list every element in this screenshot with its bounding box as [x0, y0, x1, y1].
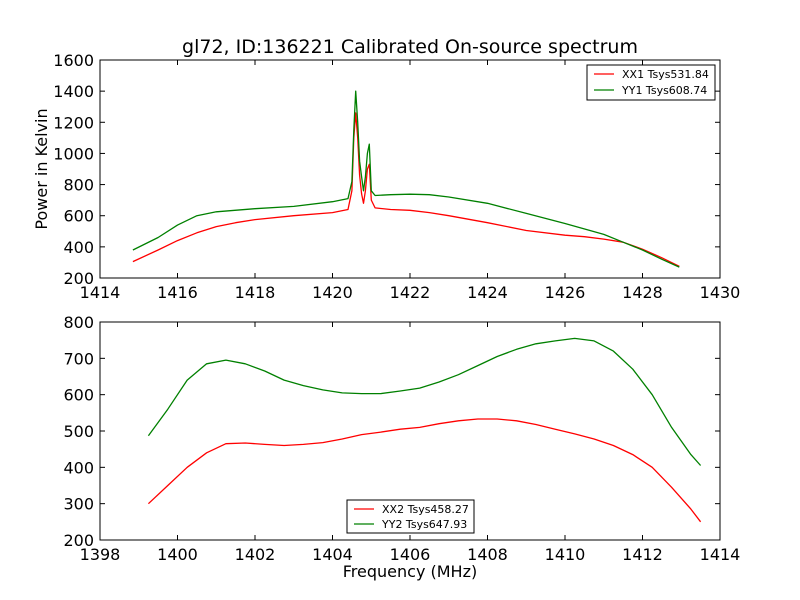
- bottom-legend: XX2 Tsys458.27 YY2 Tsys647.93: [346, 499, 475, 534]
- top-y-tick-label: 1600: [53, 51, 94, 70]
- bottom-y-tick-label: 300: [63, 495, 94, 514]
- top-x-tick-label: 1430: [700, 283, 741, 302]
- top-y-tick-label: 600: [63, 207, 94, 226]
- bottom-x-tick-label: 1404: [312, 545, 353, 564]
- bottom-y-tick-label: 800: [63, 313, 94, 332]
- top-x-tick-label: 1414: [80, 283, 121, 302]
- bottom-y-tick-label: 400: [63, 458, 94, 477]
- bottom-y-tick-label: 700: [63, 349, 94, 368]
- bottom-x-tick-label: 1414: [700, 545, 741, 564]
- bottom-x-tick-label: 1400: [157, 545, 198, 564]
- top-y-tick-label: 200: [63, 269, 94, 288]
- top-y-tick-label: 1000: [53, 144, 94, 163]
- x-axis-label: Frequency (MHz): [343, 562, 477, 581]
- bottom-y-tick-label: 600: [63, 386, 94, 405]
- bottom-panel: 1398 1400 1402 1404 1406 1408 1410 1412 1414 200 3…: [63, 313, 740, 581]
- bottom-legend-label-xx2: XX2 Tsys458.27: [382, 503, 469, 516]
- top-legend-label-xx1: XX1 Tsys531.84: [622, 68, 709, 81]
- bottom-ticks: 1398 1400 1402 1404 1406 1408 1410 1412 1414 200 3…: [63, 313, 740, 564]
- top-ticks: 1414 1416 1418 1420 1422 1424 1426 1428 1430 200 4…: [53, 51, 740, 302]
- top-x-tick-label: 1420: [312, 283, 353, 302]
- bottom-y-tick-label: 200: [63, 531, 94, 550]
- top-legend-box: [586, 64, 716, 101]
- top-legend: XX1 Tsys531.84 YY1 Tsys608.74: [586, 64, 716, 101]
- top-panel: 1414 1416 1418 1420 1422 1424 1426 1428 1430 200 4…: [32, 51, 740, 302]
- bottom-y-tick-label: 500: [63, 422, 94, 441]
- top-y-tick-label: 1400: [53, 82, 94, 101]
- top-legend-label-yy1: YY1 Tsys608.74: [621, 84, 707, 97]
- chart-title: gl72, ID:136221 Calibrated On-source spe…: [182, 36, 638, 58]
- top-series-line-1: [132, 90, 680, 268]
- top-series-group: [132, 90, 680, 268]
- top-x-tick-label: 1416: [157, 283, 198, 302]
- top-x-tick-label: 1426: [545, 283, 586, 302]
- top-x-tick-label: 1418: [235, 283, 276, 302]
- bottom-legend-box: [346, 499, 475, 534]
- bottom-series-line-1: [147, 337, 702, 466]
- bottom-x-tick-label: 1412: [622, 545, 663, 564]
- bottom-x-tick-label: 1398: [80, 545, 121, 564]
- top-y-tick-label: 1200: [53, 113, 94, 132]
- bottom-series-group: [147, 337, 702, 523]
- bottom-legend-label-yy2: YY2 Tsys647.93: [381, 518, 467, 531]
- bottom-x-tick-label: 1402: [235, 545, 276, 564]
- bottom-series-line-0: [147, 418, 702, 523]
- top-x-tick-label: 1422: [390, 283, 431, 302]
- bottom-x-tick-label: 1408: [467, 545, 508, 564]
- top-y-tick-label: 800: [63, 176, 94, 195]
- top-x-tick-label: 1424: [467, 283, 508, 302]
- bottom-x-tick-label: 1406: [390, 545, 431, 564]
- top-y-tick-label: 400: [63, 238, 94, 257]
- top-x-tick-label: 1428: [622, 283, 663, 302]
- top-series-line-0: [132, 112, 680, 267]
- bottom-x-tick-label: 1410: [545, 545, 586, 564]
- top-y-axis-label: Power in Kelvin: [32, 108, 51, 229]
